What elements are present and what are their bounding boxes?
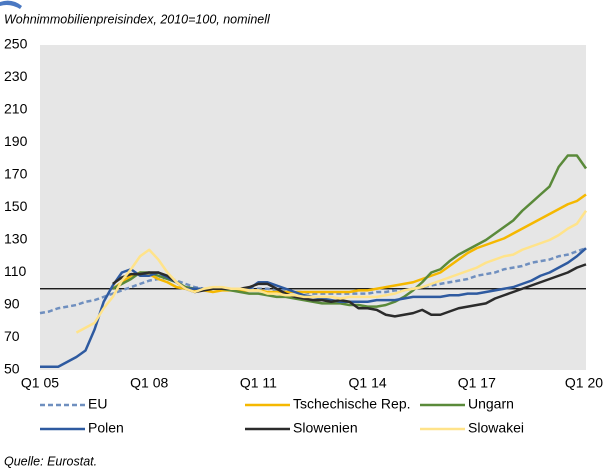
y-tick-label: 170 bbox=[4, 166, 28, 182]
x-tick-label: Q1 14 bbox=[349, 375, 387, 391]
legend-label: Polen bbox=[88, 420, 124, 436]
series-line bbox=[39, 246, 587, 315]
y-tick-label: 70 bbox=[4, 328, 20, 344]
series-line bbox=[75, 210, 588, 334]
y-tick-label: 110 bbox=[4, 263, 27, 279]
y-tick-label: 210 bbox=[4, 101, 28, 117]
x-tick-label: Q1 20 bbox=[565, 375, 603, 391]
legend-label: Slowakei bbox=[468, 420, 524, 436]
x-tick-label: Q1 08 bbox=[130, 375, 168, 391]
source: Quelle: Eurostat. bbox=[4, 454, 97, 468]
plot-area bbox=[40, 45, 586, 370]
legend-label: EU bbox=[88, 396, 107, 412]
legend-label: Ungarn bbox=[468, 396, 514, 412]
y-tick-label: 130 bbox=[4, 231, 28, 247]
x-tick-label: Q1 11 bbox=[240, 375, 277, 391]
x-tick-label: Q1 17 bbox=[458, 375, 496, 391]
legend-label: Tschechische Rep. bbox=[293, 396, 411, 412]
y-tick-label: 230 bbox=[4, 68, 28, 84]
x-tick-label: Q1 05 bbox=[21, 375, 59, 391]
y-tick-label: 250 bbox=[4, 36, 28, 52]
y-tick-label: 90 bbox=[4, 296, 20, 312]
y-tick-label: 150 bbox=[4, 198, 28, 214]
y-tick-label: 50 bbox=[4, 361, 20, 377]
chart-subtitle: Wohnimmobilienpreisindex, 2010=100, nomi… bbox=[4, 12, 271, 26]
legend-label: Slowenien bbox=[293, 420, 358, 436]
logo-fragment bbox=[0, 0, 22, 9]
y-tick-label: 190 bbox=[4, 133, 28, 149]
